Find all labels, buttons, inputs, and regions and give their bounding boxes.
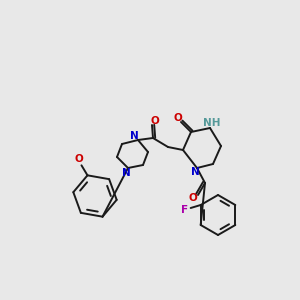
- Text: N: N: [122, 168, 130, 178]
- Text: NH: NH: [203, 118, 221, 128]
- Text: O: O: [151, 116, 159, 126]
- Text: N: N: [130, 131, 138, 141]
- Text: O: O: [174, 113, 182, 123]
- Text: O: O: [189, 193, 197, 203]
- Text: O: O: [74, 154, 83, 164]
- Text: F: F: [181, 205, 188, 215]
- Text: N: N: [190, 167, 200, 177]
